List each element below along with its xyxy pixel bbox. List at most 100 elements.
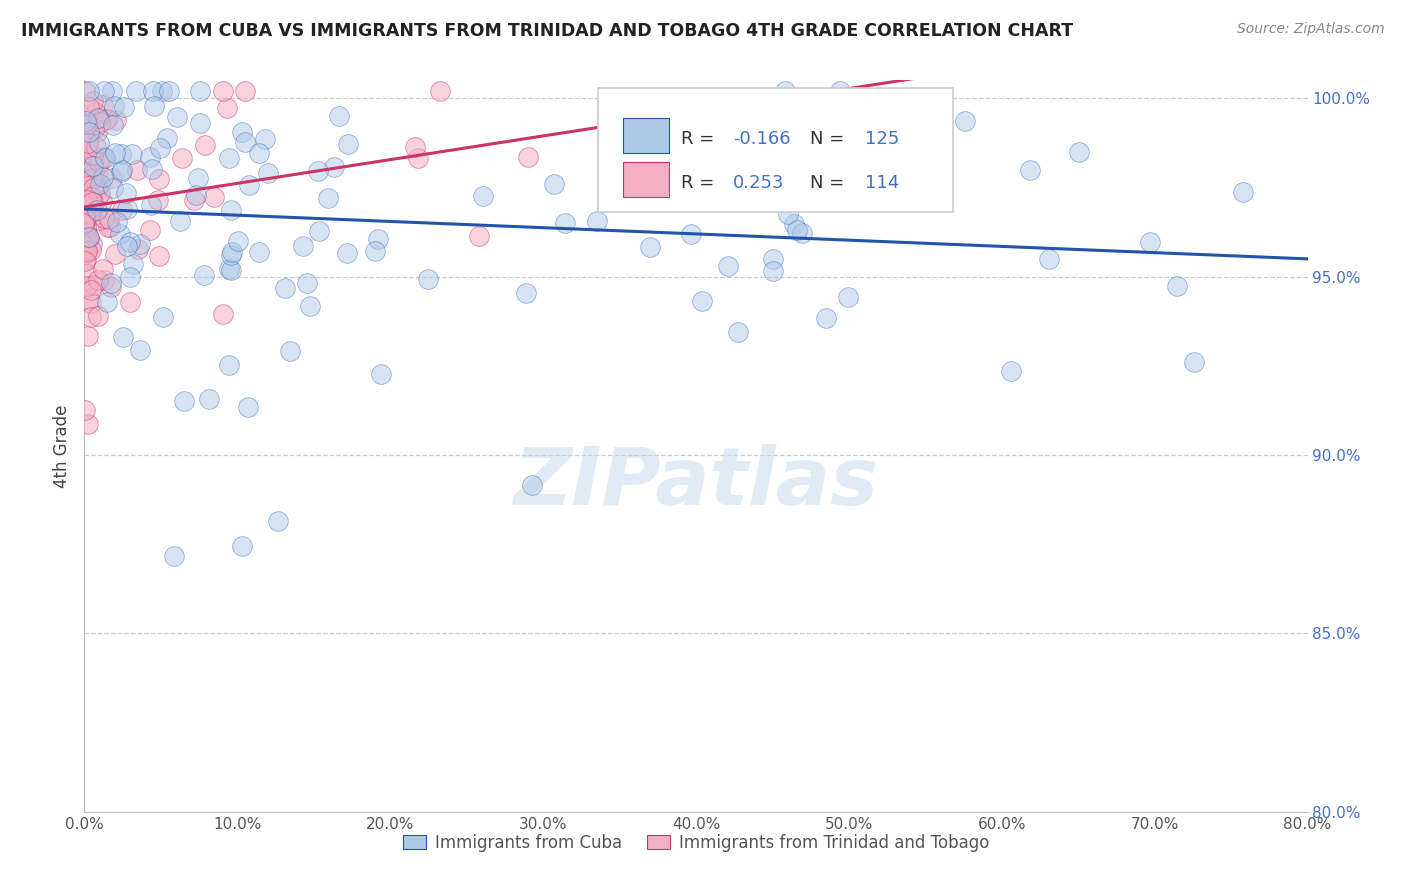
Point xyxy=(93,150,115,164)
Point xyxy=(367,232,389,246)
Point xyxy=(762,263,785,277)
Point xyxy=(291,239,314,253)
Point xyxy=(73,205,96,219)
Point xyxy=(75,163,97,178)
Point xyxy=(80,194,103,209)
Point xyxy=(127,242,149,256)
Point xyxy=(77,129,100,144)
Point xyxy=(77,417,100,432)
Point xyxy=(471,189,494,203)
Point xyxy=(80,171,103,186)
Point xyxy=(84,140,107,154)
Point xyxy=(515,285,537,300)
Point xyxy=(173,393,195,408)
Point xyxy=(416,272,439,286)
Point xyxy=(815,311,838,326)
Point xyxy=(79,196,101,211)
Point xyxy=(254,132,277,146)
Point xyxy=(762,252,785,267)
Point xyxy=(679,227,702,242)
Point xyxy=(115,202,138,216)
Point xyxy=(188,115,211,129)
Text: N =: N = xyxy=(810,174,849,192)
Point xyxy=(1166,279,1188,293)
Point xyxy=(84,207,107,221)
Point xyxy=(96,112,118,126)
Point xyxy=(89,186,111,200)
Point xyxy=(110,165,132,179)
Point xyxy=(75,252,97,266)
Point xyxy=(170,151,193,165)
Point xyxy=(554,217,576,231)
Point xyxy=(122,257,145,271)
Point xyxy=(118,295,141,310)
Point xyxy=(93,98,115,112)
Point xyxy=(146,194,169,208)
Point xyxy=(75,114,97,128)
Point xyxy=(86,309,108,323)
Point xyxy=(104,247,127,261)
Point xyxy=(94,152,117,166)
Point xyxy=(73,118,96,132)
Point xyxy=(75,253,97,268)
Point xyxy=(690,293,713,308)
Point xyxy=(80,310,103,324)
Point xyxy=(75,178,97,193)
Point xyxy=(148,172,170,186)
Point xyxy=(87,136,110,150)
Point xyxy=(211,307,233,321)
Point xyxy=(73,217,96,231)
Point xyxy=(101,170,124,185)
Point xyxy=(468,229,491,244)
Point xyxy=(101,84,124,98)
Point xyxy=(73,238,96,252)
Point xyxy=(79,201,101,215)
Point xyxy=(80,296,103,310)
Point xyxy=(118,270,141,285)
Point xyxy=(76,179,98,194)
Point xyxy=(89,212,111,227)
Point xyxy=(75,232,97,246)
Point xyxy=(73,130,96,145)
Point xyxy=(73,247,96,261)
Point xyxy=(97,212,120,227)
Point xyxy=(86,126,108,140)
Point xyxy=(141,161,163,176)
Text: 114: 114 xyxy=(865,174,898,192)
Point xyxy=(872,174,894,188)
Point xyxy=(75,227,97,241)
Point xyxy=(75,219,97,234)
Point xyxy=(267,514,290,528)
Point xyxy=(83,105,105,120)
Point xyxy=(115,239,138,253)
Point xyxy=(76,136,98,151)
Point xyxy=(89,177,111,191)
Point xyxy=(776,206,799,220)
Point xyxy=(93,211,115,225)
Point xyxy=(163,549,186,563)
Point xyxy=(226,234,249,248)
Point xyxy=(89,114,111,128)
Point xyxy=(231,125,253,139)
Point xyxy=(139,222,162,236)
Point xyxy=(404,140,426,154)
Point xyxy=(76,267,98,281)
Point xyxy=(86,202,108,217)
Point xyxy=(90,194,112,208)
Point xyxy=(1038,252,1060,267)
Point xyxy=(219,202,242,217)
Point xyxy=(759,191,782,205)
Point xyxy=(77,229,100,244)
Point xyxy=(87,163,110,178)
Point xyxy=(370,367,392,381)
Point xyxy=(221,244,243,259)
Point xyxy=(187,170,209,185)
Point xyxy=(775,84,797,98)
Point xyxy=(80,243,103,257)
Point xyxy=(837,290,859,304)
Point xyxy=(76,279,98,293)
Point xyxy=(406,151,429,165)
Point xyxy=(323,160,346,174)
Point xyxy=(73,131,96,145)
Point xyxy=(93,272,115,286)
